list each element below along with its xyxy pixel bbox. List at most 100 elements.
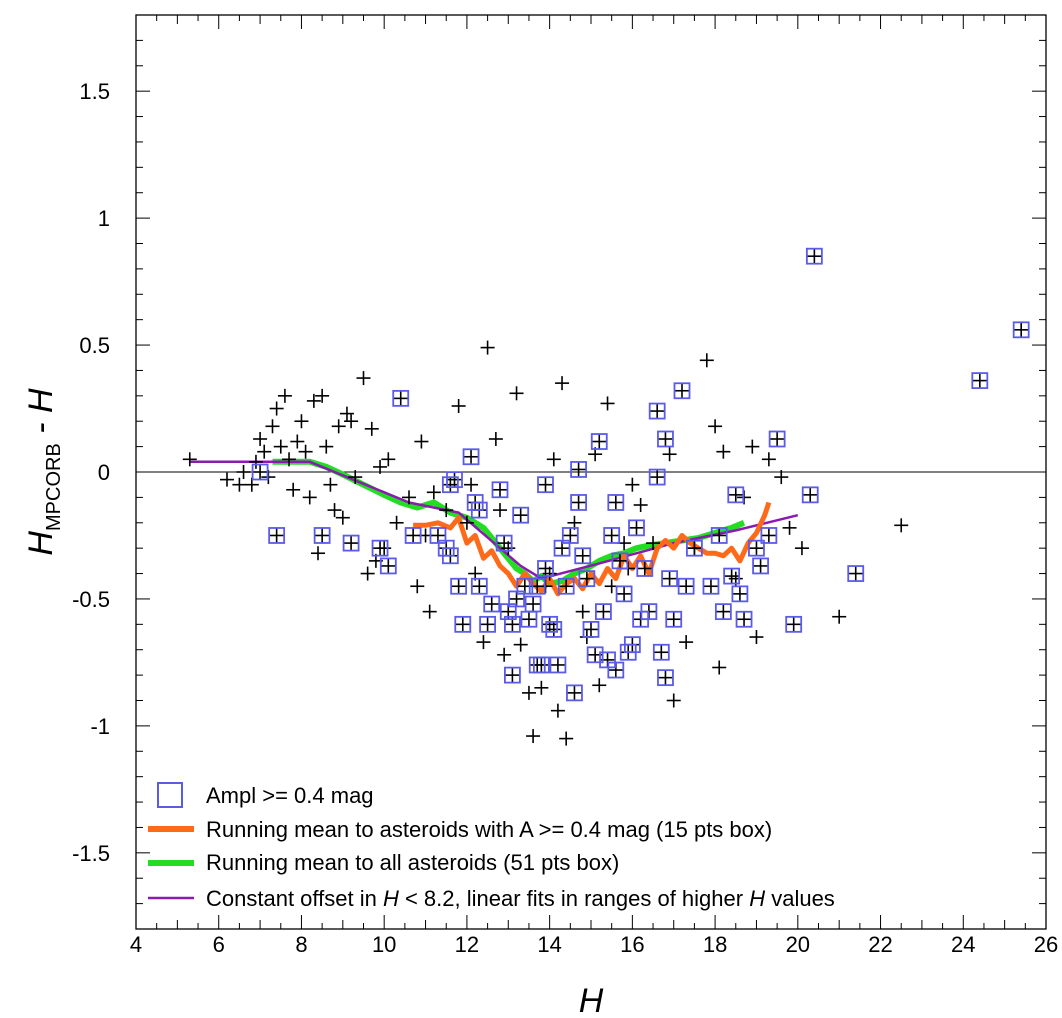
- cross-marker: [232, 477, 247, 492]
- cross-marker: [253, 431, 268, 446]
- cross-marker: [488, 431, 503, 446]
- cross-marker: [592, 434, 607, 449]
- orange-running-mean-line: [413, 501, 772, 597]
- cross-marker: [559, 731, 574, 746]
- cross-marker: [807, 249, 822, 264]
- cross-marker: [393, 391, 408, 406]
- legend: Ampl >= 0.4 mag Running mean to asteroid…: [148, 782, 835, 911]
- square-marker: [516, 577, 534, 595]
- cross-marker: [526, 729, 541, 744]
- cross-marker: [282, 452, 297, 467]
- cross-marker: [447, 472, 462, 487]
- cross-marker: [311, 546, 325, 561]
- square-marker: [504, 666, 521, 684]
- y-tick-label: 1.5: [79, 79, 110, 104]
- cross-marker: [360, 566, 375, 581]
- legend-purple-part-1: Constant offset in: [206, 886, 383, 911]
- cross-marker: [716, 604, 731, 619]
- cross-marker: [402, 490, 416, 505]
- cross-marker: [302, 490, 317, 505]
- cross-marker: [526, 597, 541, 612]
- square-marker: [470, 577, 488, 595]
- y-axis-title-main: H: [22, 531, 60, 556]
- cross-marker: [625, 477, 640, 492]
- square-marker: [731, 585, 749, 603]
- cross-marker: [712, 660, 727, 675]
- cross-marker: [596, 604, 611, 619]
- cross-marker: [538, 477, 553, 492]
- cross-marker: [575, 604, 590, 619]
- cross-marker: [182, 452, 197, 467]
- x-tick-label: 18: [703, 932, 727, 957]
- cross-marker: [439, 503, 454, 518]
- cross-marker: [248, 454, 263, 469]
- cross-marker: [761, 452, 776, 467]
- square-marker: [628, 519, 645, 537]
- cross-marker: [530, 657, 545, 672]
- cross-marker: [724, 569, 739, 584]
- legend-label-orange: Running mean to asteroids with A >= 0.4 …: [206, 817, 772, 842]
- cross-marker: [459, 515, 474, 530]
- cross-marker: [666, 612, 681, 627]
- cross-marker: [708, 419, 723, 434]
- cross-marker: [770, 431, 785, 446]
- cross-marker: [848, 566, 863, 581]
- square-marker: [541, 615, 559, 633]
- square-marker: [537, 560, 554, 577]
- square-marker: [512, 506, 530, 524]
- cross-marker: [505, 668, 520, 683]
- cross-marker: [414, 434, 429, 449]
- legend-label-amplitude: Ampl >= 0.4 mag: [206, 783, 374, 808]
- cross-marker: [273, 439, 288, 454]
- cross-marker: [373, 459, 388, 474]
- cross-marker: [306, 393, 321, 408]
- cross-marker: [319, 439, 334, 454]
- square-marker: [404, 527, 422, 544]
- cross-marker: [406, 528, 421, 543]
- square-marker: [735, 610, 753, 628]
- cross-marker: [257, 444, 272, 459]
- square-marker: [545, 621, 563, 638]
- cross-marker: [331, 419, 346, 434]
- cross-marker: [493, 482, 507, 497]
- cross-marker: [571, 495, 586, 510]
- cross-marker: [546, 622, 561, 637]
- cross-marker: [294, 414, 309, 429]
- x-tick-labels: 4 6 8 10 12 14 16 18 20 22 24 26: [130, 932, 1058, 957]
- cross-marker: [675, 383, 689, 398]
- cross-marker: [480, 340, 495, 355]
- x-tick-label: 4: [130, 932, 142, 957]
- square-marker: [723, 567, 741, 585]
- legend-purple-part-5: values: [765, 886, 835, 911]
- y-axis-title-sub: MPCORB: [43, 443, 65, 531]
- square-marker: [582, 621, 600, 638]
- y-axis-title-suffix: - H: [22, 388, 60, 443]
- square-marker: [371, 539, 389, 557]
- cross-marker: [612, 553, 627, 568]
- cross-marker: [335, 510, 350, 525]
- y-tick-label: 1: [98, 206, 110, 231]
- square-marker: [801, 486, 819, 504]
- square-marker: [342, 534, 360, 552]
- x-tick-label: 6: [213, 932, 225, 957]
- square-marker: [673, 382, 691, 400]
- cross-marker: [732, 586, 747, 601]
- cross-marker: [658, 431, 673, 446]
- x-tick-label: 20: [786, 932, 810, 957]
- cross-marker: [584, 622, 598, 637]
- cross-marker: [633, 498, 648, 513]
- square-marker: [392, 389, 410, 407]
- square-marker: [702, 577, 720, 595]
- y-axis-title: HMPCORB - H: [22, 388, 65, 556]
- cross-marker: [265, 419, 280, 434]
- square-marker: [603, 527, 621, 544]
- square-markers: [251, 247, 1030, 702]
- cross-marker: [269, 401, 284, 416]
- cross-marker: [356, 371, 371, 386]
- square-marker: [1012, 321, 1030, 339]
- cross-marker: [534, 680, 549, 695]
- cross-marker: [794, 541, 809, 556]
- square-marker: [549, 656, 567, 674]
- cross-marker: [497, 647, 512, 662]
- cross-marker: [493, 503, 507, 518]
